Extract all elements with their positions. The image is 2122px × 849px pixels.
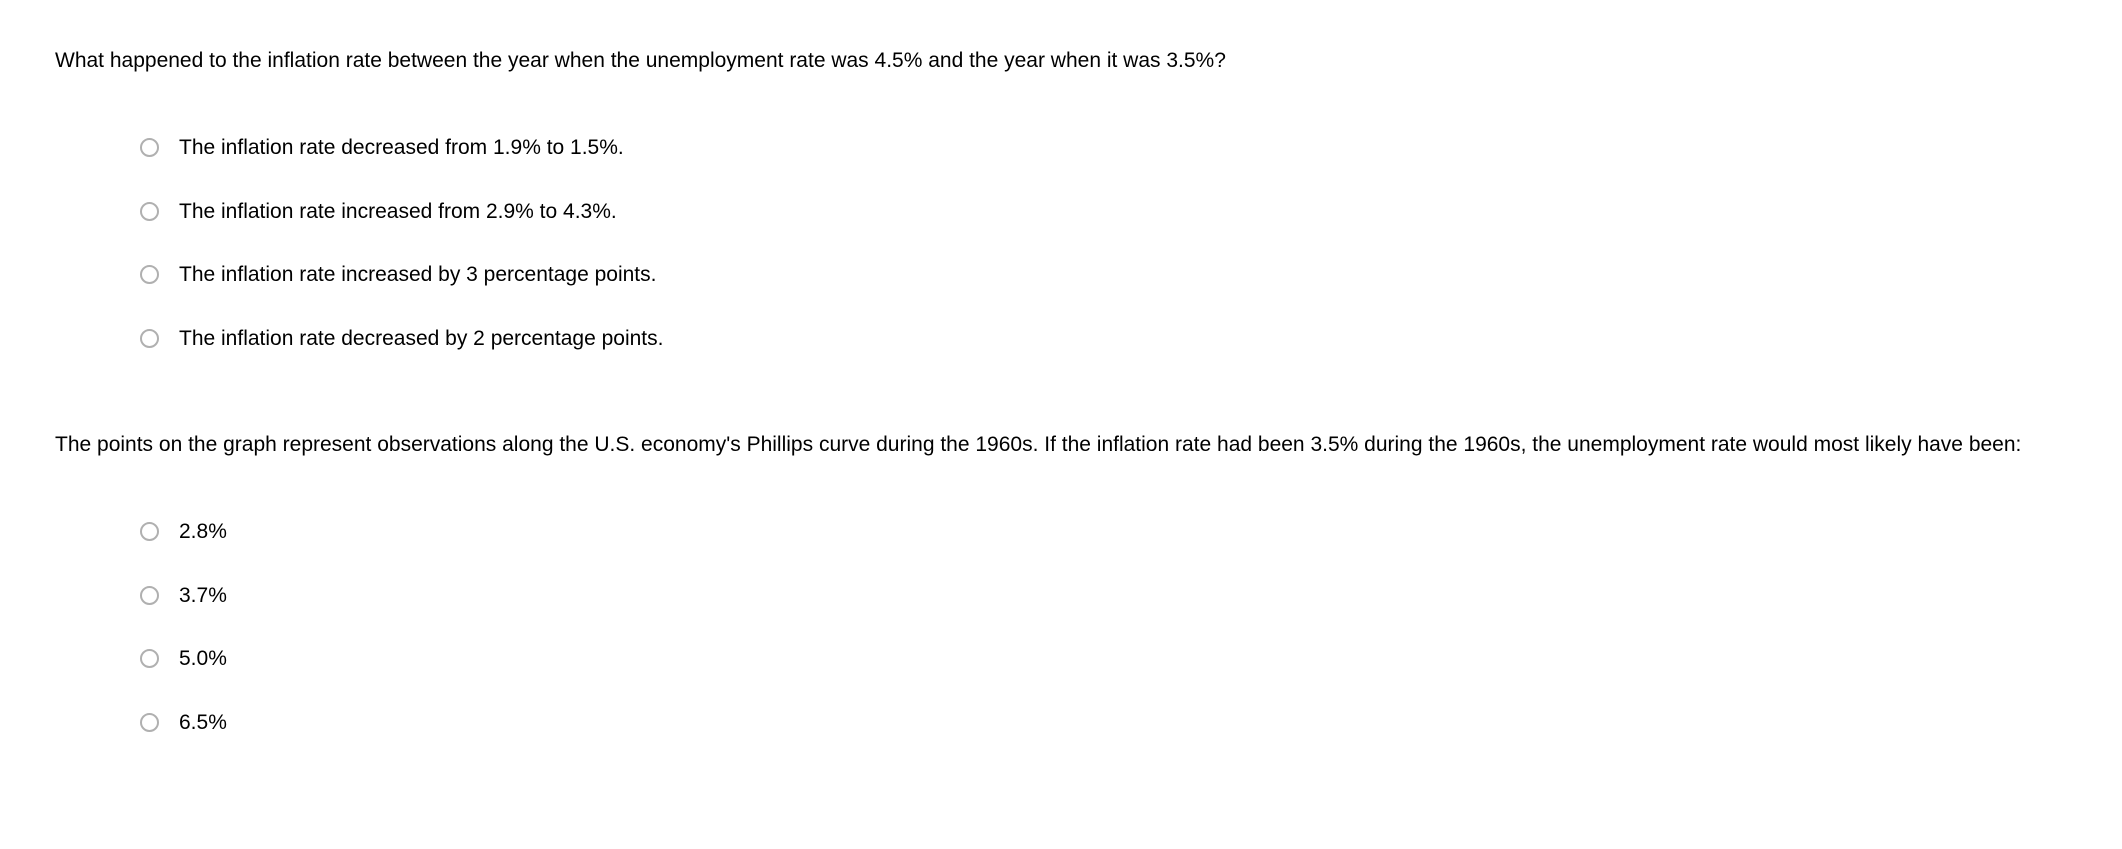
option-item: 2.8% — [140, 516, 2082, 548]
option-item: The inflation rate decreased by 2 percen… — [140, 323, 2082, 355]
radio-button[interactable] — [140, 202, 159, 221]
radio-button[interactable] — [140, 329, 159, 348]
option-label[interactable]: 6.5% — [179, 707, 227, 739]
option-item: The inflation rate decreased from 1.9% t… — [140, 132, 2082, 164]
question-prompt: The points on the graph represent observ… — [55, 424, 2082, 466]
option-label[interactable]: 3.7% — [179, 580, 227, 612]
option-label[interactable]: The inflation rate increased by 3 percen… — [179, 259, 656, 291]
radio-button[interactable] — [140, 649, 159, 668]
question-block-2: The points on the graph represent observ… — [55, 424, 2082, 738]
option-label[interactable]: 5.0% — [179, 643, 227, 675]
option-item: The inflation rate increased from 2.9% t… — [140, 196, 2082, 228]
option-label[interactable]: 2.8% — [179, 516, 227, 548]
radio-button[interactable] — [140, 522, 159, 541]
radio-button[interactable] — [140, 586, 159, 605]
question-block-1: What happened to the inflation rate betw… — [55, 40, 2082, 354]
options-container: The inflation rate decreased from 1.9% t… — [55, 132, 2082, 354]
question-prompt: What happened to the inflation rate betw… — [55, 40, 2082, 82]
options-container: 2.8% 3.7% 5.0% 6.5% — [55, 516, 2082, 738]
option-label[interactable]: The inflation rate increased from 2.9% t… — [179, 196, 617, 228]
option-item: 3.7% — [140, 580, 2082, 612]
option-label[interactable]: The inflation rate decreased from 1.9% t… — [179, 132, 624, 164]
option-label[interactable]: The inflation rate decreased by 2 percen… — [179, 323, 663, 355]
radio-button[interactable] — [140, 265, 159, 284]
radio-button[interactable] — [140, 713, 159, 732]
option-item: The inflation rate increased by 3 percen… — [140, 259, 2082, 291]
option-item: 5.0% — [140, 643, 2082, 675]
option-item: 6.5% — [140, 707, 2082, 739]
radio-button[interactable] — [140, 138, 159, 157]
